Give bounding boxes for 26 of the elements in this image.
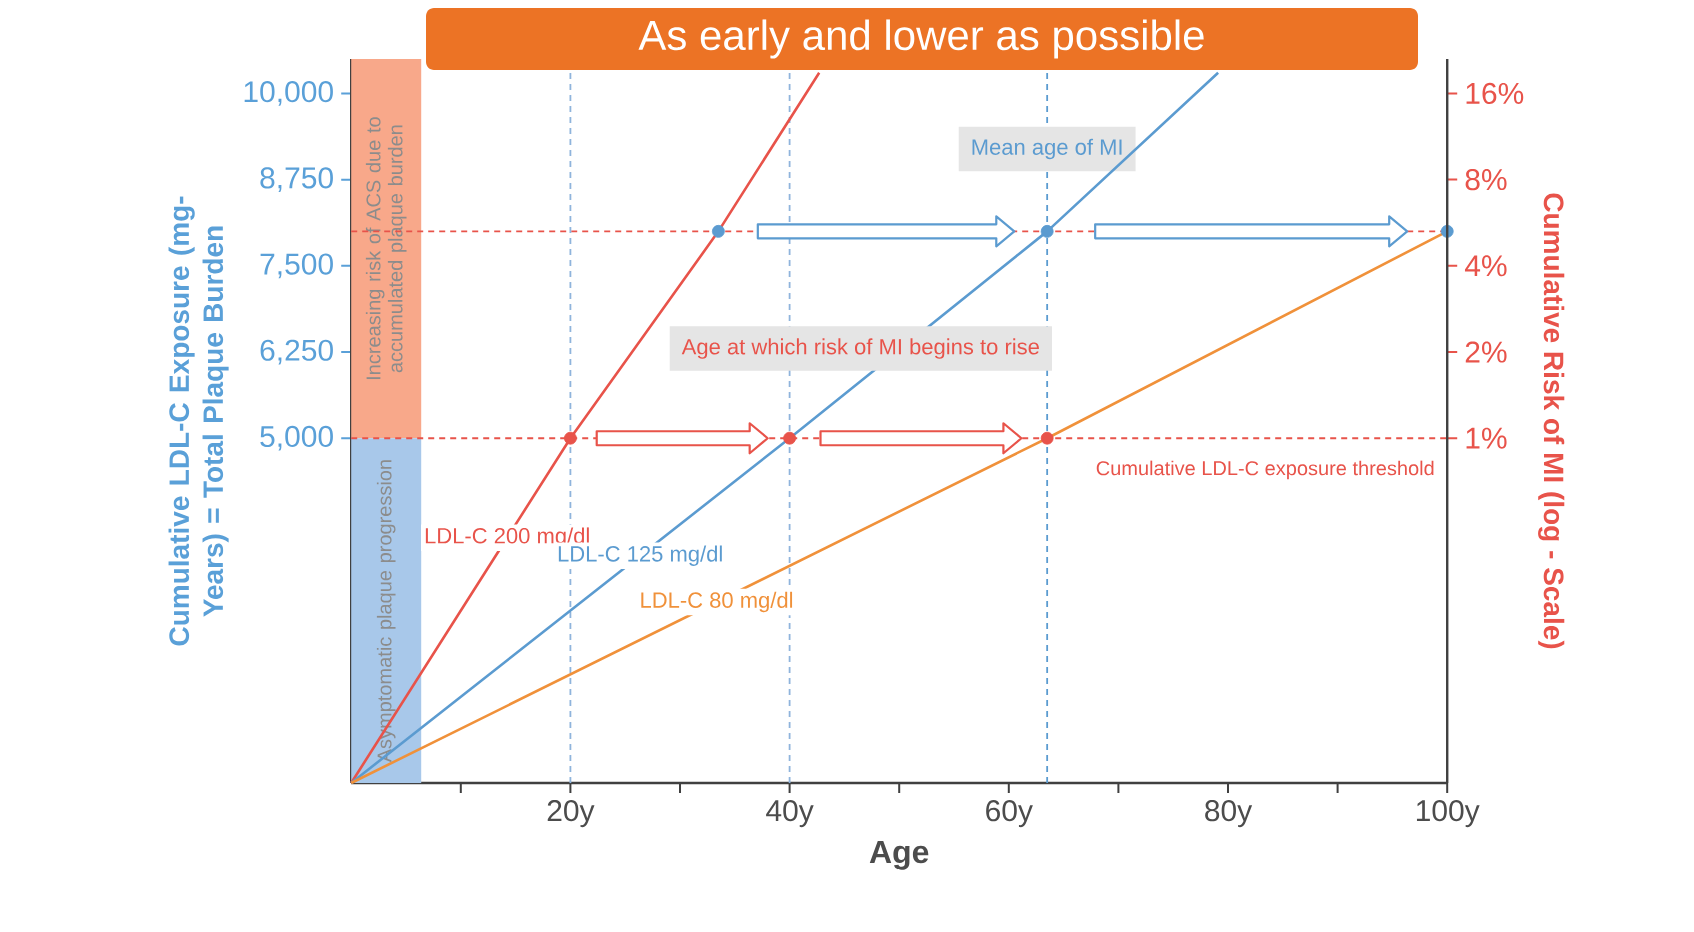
y-tick-label: 10,000 [244,81,333,106]
y-tick-label: 6,250 [260,339,333,365]
ref-line-label: Mean age of MI [972,138,1122,160]
x-tick-label: 40y [766,800,814,828]
y-tick-label: 8,750 [260,167,333,193]
series-label: LDL-C 125 mg/dl [558,545,722,566]
x-tick-label: 60y [986,800,1033,828]
y2-tick-label: 2% [1465,341,1507,363]
y2-tick-label: 4% [1464,255,1507,277]
band-label: Increasing risk of ACS due to accumulated plaque burden [365,117,407,380]
y-tick-label: 7,500 [260,253,333,279]
y2-tick-label: 1% [1466,427,1507,449]
chart-title: As early and lower as possible [638,19,1204,59]
y2-tick-label: 8% [1465,168,1507,191]
annotation: Age at which risk of MI begins to rise [681,338,1039,359]
x-axis-title: Age [869,840,929,870]
band-label: Asymptomatic plaque progression [376,460,396,763]
y2-tick-label: 16% [1466,82,1524,104]
x-tick-label: 100y [1416,800,1480,828]
ref-line-label: Cumulative LDL-C exposure threshold [1096,460,1434,480]
y2-axis-title: Cumulative Risk of MI (log - Scale) [1538,193,1565,649]
x-tick-label: 80y [1205,800,1253,828]
series-label: LDL-C 80 mg/dl [641,591,793,613]
y-tick-label: 5,000 [260,425,333,451]
x-tick-label: 20y [547,800,595,828]
y-axis-title: Cumulative LDL-C Exposure (mg-Years) = Total Plaque Burden [168,196,229,646]
